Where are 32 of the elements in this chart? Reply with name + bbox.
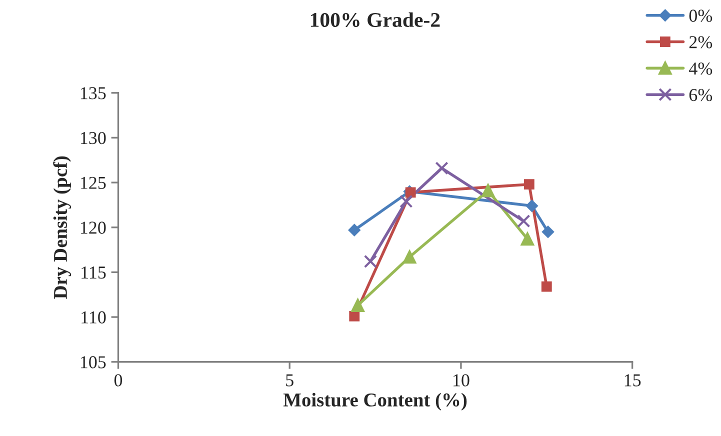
- x-axis-title: Moisture Content (%): [283, 392, 467, 410]
- point: [541, 281, 552, 292]
- point: [351, 298, 364, 312]
- y-tick-label: 105: [80, 356, 106, 368]
- x-tick-label: 15: [624, 374, 641, 386]
- point: [526, 200, 538, 212]
- x-tick-label: 5: [286, 374, 294, 386]
- y-axis-title: Dry Density (pcf): [53, 156, 72, 299]
- point: [349, 310, 360, 322]
- point: [364, 254, 378, 268]
- point: [524, 179, 534, 190]
- legend-label: 4%: [688, 62, 712, 75]
- y-tick-label: 135: [80, 87, 106, 100]
- point: [400, 194, 413, 208]
- chart-title: 100% Grade-2: [310, 12, 440, 28]
- x-tick-label: 10: [454, 374, 470, 386]
- point: [481, 184, 495, 198]
- point: [435, 162, 448, 175]
- legend-label: 0%: [689, 10, 712, 22]
- y-tick-label: 115: [82, 266, 106, 279]
- point: [402, 250, 416, 264]
- y-tick-label: 120: [80, 222, 106, 234]
- point: [542, 226, 554, 238]
- point: [520, 232, 534, 246]
- point: [517, 214, 530, 228]
- legend-label: 6%: [689, 88, 712, 102]
- point: [348, 224, 360, 236]
- y-tick-label: 130: [80, 132, 106, 144]
- y-tick-label: 125: [80, 176, 106, 189]
- legend-label: 2%: [689, 36, 712, 48]
- y-tick-label: 110: [82, 311, 106, 324]
- x-tick-label: 0: [114, 374, 122, 386]
